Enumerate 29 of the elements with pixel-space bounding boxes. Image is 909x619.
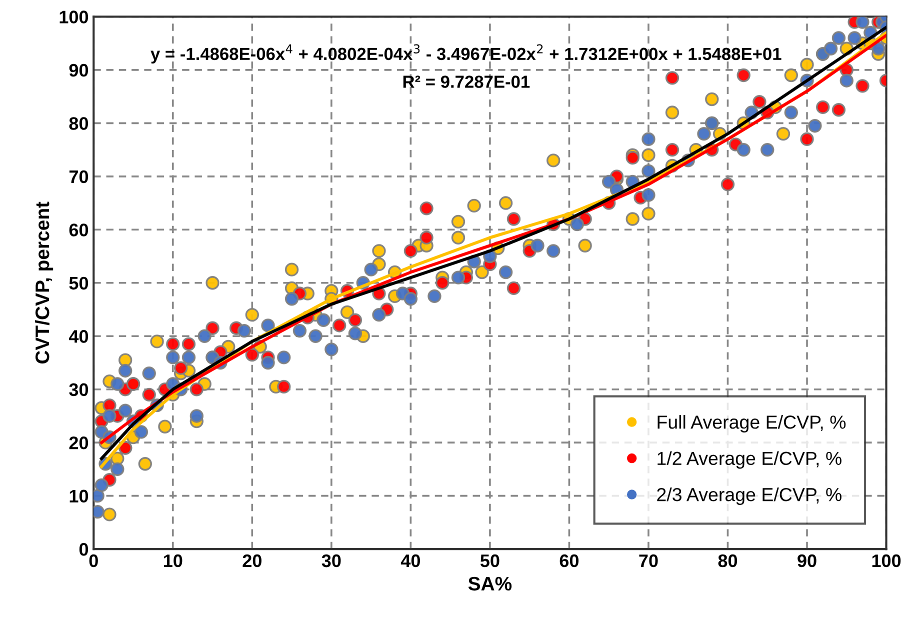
annotation: R² = 9.7287E-01 (403, 76, 530, 88)
y-tick-label: 100 (60, 10, 88, 24)
x-tick-label: 100 (872, 554, 901, 568)
y-tick-label: 30 (69, 383, 88, 396)
x-axis-title: SA% (468, 576, 512, 591)
y-tick-label: 40 (68, 330, 88, 343)
y-tick-label: 0 (79, 542, 88, 556)
legend-label: 1/2 Average E/CVP, % (658, 451, 842, 469)
x-tick-label: 80 (718, 554, 738, 568)
y-tick-label: 80 (69, 117, 88, 130)
legend-label: 2/3 Average E/CVP, % (657, 487, 842, 505)
y-tick-label: 10 (70, 490, 88, 503)
y-tick-label: 50 (69, 276, 88, 290)
x-tick-label: 0 (89, 554, 98, 568)
y-tick-label: 60 (69, 224, 88, 236)
x-tick-label: 10 (164, 554, 182, 568)
y-axis-title: CVT/CVP, percent (34, 202, 54, 364)
x-tick-label: 90 (798, 554, 816, 568)
x-tick-label: 30 (322, 554, 341, 568)
y-tick-label: 70 (69, 170, 88, 184)
legend-label: Full Average E/CVP, % (658, 415, 846, 432)
y-tick-label: 20 (69, 436, 88, 450)
annotation: y = -1.4868E-06x$^{4}$ + 4.0802E-04x$^{3}$ - 3.4967E-02x$^{2}$ + 1.7312E+00x + 1.5488E+01 (150, 44, 782, 64)
x-tick-label: 70 (639, 554, 658, 568)
x-tick-label: 20 (242, 554, 262, 568)
x-tick-label: 50 (480, 554, 500, 568)
x-tick-label: 40 (400, 554, 420, 568)
x-tick-label: 60 (560, 554, 579, 568)
y-tick-label: 90 (69, 64, 88, 77)
